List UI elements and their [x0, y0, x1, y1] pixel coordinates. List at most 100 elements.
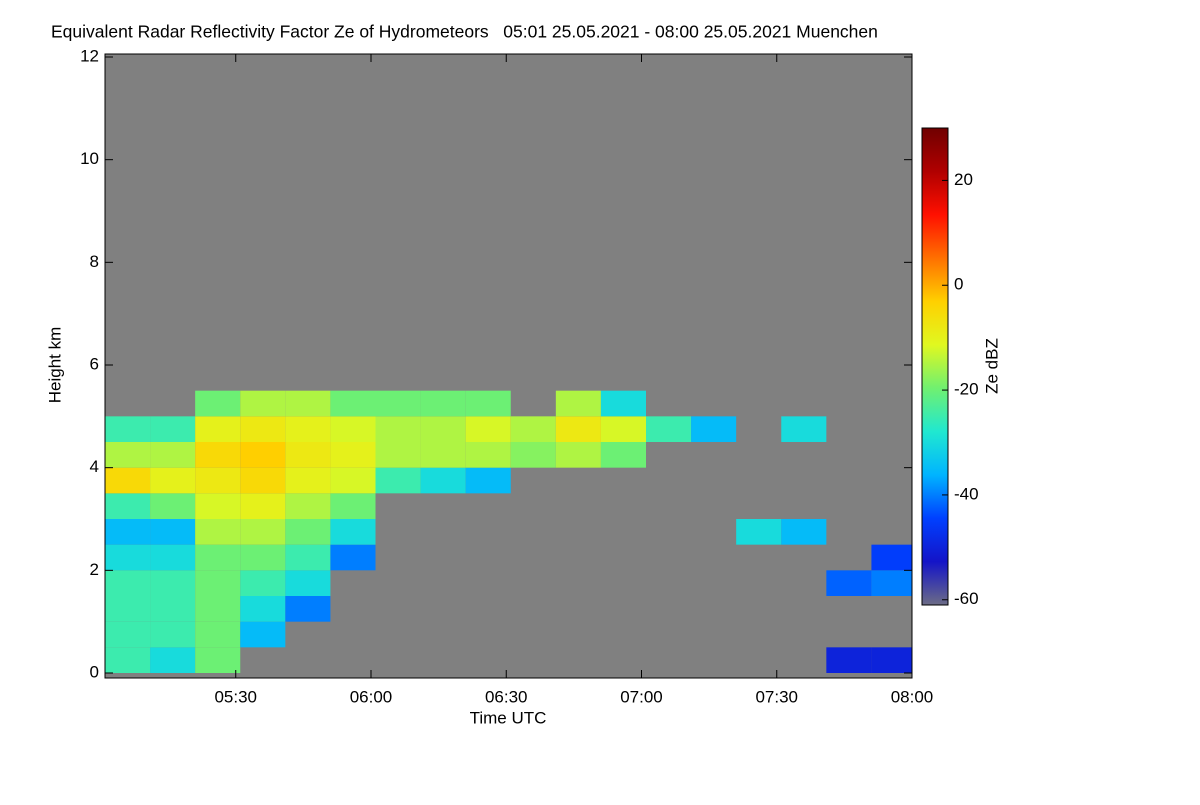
heatmap-cell [781, 416, 827, 442]
heatmap-cell [555, 416, 601, 442]
heatmap-cell [150, 596, 196, 622]
y-tick-label: 10 [80, 149, 99, 168]
heatmap-cell [195, 442, 241, 468]
heatmap-cell [195, 596, 241, 622]
heatmap-cell [330, 519, 376, 545]
heatmap-cell [150, 544, 196, 571]
heatmap-cell [555, 442, 601, 468]
heatmap-cell [600, 390, 647, 417]
heatmap-cell [150, 519, 196, 545]
heatmap-cell [871, 570, 912, 596]
heatmap-cell [150, 493, 196, 519]
heatmap-cell [105, 570, 151, 596]
heatmap-cell [871, 647, 912, 673]
heatmap-cell [330, 544, 376, 571]
heatmap-cell [195, 519, 241, 545]
y-axis-label: Height km [45, 327, 64, 404]
heatmap-cell [781, 519, 827, 545]
heatmap-cell [465, 442, 511, 468]
heatmap-cell [285, 570, 331, 596]
heatmap-cell [285, 416, 331, 442]
heatmap-cell [105, 416, 151, 442]
heatmap-cell [375, 467, 421, 494]
heatmap-cell [330, 416, 376, 442]
heatmap-cell [646, 416, 692, 442]
y-tick-label: 2 [90, 560, 99, 579]
x-axis-label: Time UTC [470, 708, 547, 727]
colorbar-tick-label: 0 [954, 275, 963, 294]
plot-frame [104, 53, 913, 679]
heatmap-cell [240, 493, 286, 519]
heatmap-cell [105, 544, 151, 571]
heatmap-cell [105, 493, 151, 519]
heatmap-cell [105, 596, 151, 622]
heatmap-cell [195, 647, 241, 673]
heatmap-cell [465, 467, 511, 494]
heatmap-cell [195, 544, 241, 571]
heatmap-cell [330, 390, 376, 417]
x-tick-label: 07:30 [755, 687, 798, 706]
heatmap-cell [285, 519, 331, 545]
heatmap-cell [285, 390, 331, 417]
heatmap-cell [240, 442, 286, 468]
heatmap-cell [285, 596, 331, 622]
heatmap-cell [240, 621, 286, 648]
heatmap-cell [375, 416, 421, 442]
y-tick-label: 0 [90, 662, 99, 681]
heatmap-cell [330, 493, 376, 519]
y-tick-label: 4 [90, 457, 99, 476]
heatmap-cell [195, 390, 241, 417]
heatmap-cell [600, 442, 647, 468]
heatmap-cell [600, 416, 647, 442]
colorbar-tick-label: -40 [954, 484, 979, 503]
heatmap-cell [465, 390, 511, 417]
heatmap-cell [240, 519, 286, 545]
heatmap-cell [195, 467, 241, 494]
heatmap-cell [105, 519, 151, 545]
heatmap-cell [150, 570, 196, 596]
colorbar-tick-label: 20 [954, 170, 973, 189]
heatmap-cell [195, 493, 241, 519]
y-tick-label: 12 [80, 46, 99, 65]
x-tick-label: 07:00 [620, 687, 663, 706]
heatmap-cell [240, 596, 286, 622]
heatmap-cell [465, 416, 511, 442]
heatmap-cell [420, 390, 466, 417]
heatmap-cell [285, 493, 331, 519]
heatmap-cell [510, 442, 556, 468]
heatmap-cell [240, 416, 286, 442]
colorbar-tick-label: -20 [954, 380, 979, 399]
heatmap-cell [240, 467, 286, 494]
heatmap-cell [150, 621, 196, 648]
colorbar-tick-label: -60 [954, 589, 979, 608]
heatmap-cell [195, 621, 241, 648]
heatmap-cell [555, 390, 601, 417]
heatmap-cell [150, 647, 196, 673]
heatmap-cell [826, 647, 872, 673]
heatmap-cell [420, 467, 466, 494]
colorbar-label: Ze dBZ [982, 338, 1001, 394]
heatmap-cell [510, 416, 556, 442]
heatmap-cell [871, 544, 912, 571]
x-tick-label: 06:30 [485, 687, 528, 706]
heatmap-cell [375, 442, 421, 468]
chart-title: Equivalent Radar Reflectivity Factor Ze … [51, 22, 878, 42]
heatmap-cell [285, 467, 331, 494]
x-tick-label: 06:00 [350, 687, 393, 706]
heatmap-cell [330, 467, 376, 494]
heatmap-cell [105, 621, 151, 648]
heatmap-cell [736, 519, 782, 545]
x-tick-label: 05:30 [214, 687, 257, 706]
y-tick-label: 6 [90, 354, 99, 373]
heatmap-cell [150, 467, 196, 494]
heatmap-cell [195, 570, 241, 596]
y-tick-label: 8 [90, 252, 99, 271]
heatmap-cell [240, 544, 286, 571]
heatmap-cell [195, 416, 241, 442]
heatmap-cell [240, 570, 286, 596]
heatmap-cell [105, 442, 151, 468]
heatmap-cell [285, 544, 331, 571]
x-tick-label: 08:00 [891, 687, 934, 706]
heatmap-cell [150, 442, 196, 468]
